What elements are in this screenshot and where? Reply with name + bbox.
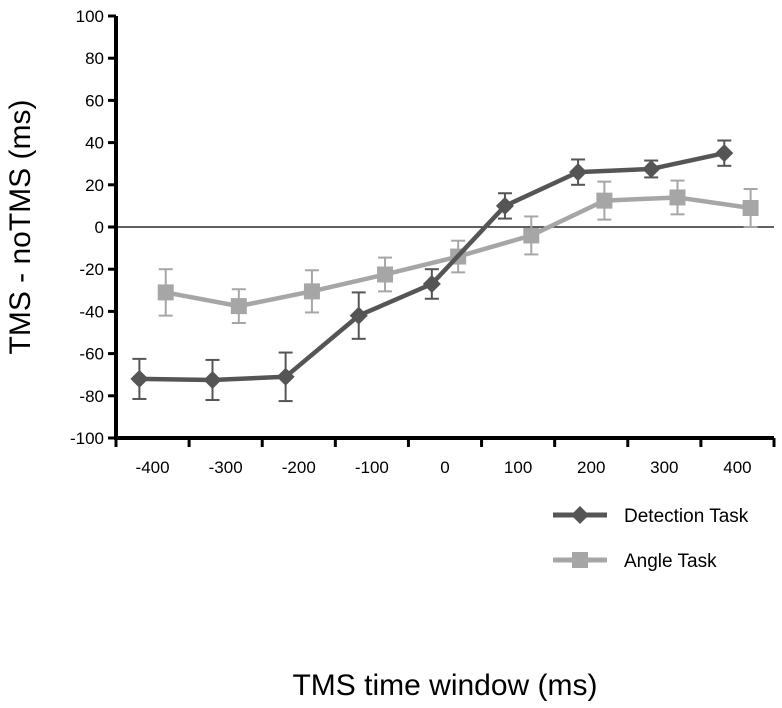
x-axis-title: TMS time window (ms)	[292, 669, 597, 702]
data-point	[377, 266, 394, 283]
data-point	[276, 367, 295, 386]
y-tick-label: 0	[95, 218, 104, 237]
x-tick-label: -300	[209, 458, 243, 477]
data-point	[495, 196, 514, 215]
data-point	[742, 200, 759, 217]
series-detection-task	[130, 139, 734, 403]
y-tick-label: -60	[79, 345, 104, 364]
x-tick-label: 100	[504, 458, 532, 477]
data-point	[203, 370, 222, 389]
series-angle-task	[157, 179, 759, 325]
legend-item: Detection Task	[553, 506, 749, 527]
legend-marker	[571, 506, 589, 524]
y-axis-title: TMS - noTMS (ms)	[4, 100, 37, 355]
y-tick-label: 60	[85, 91, 104, 110]
y-tick-label: -80	[79, 387, 104, 406]
data-point	[669, 189, 686, 206]
y-tick-label: 100	[76, 7, 104, 26]
data-point	[157, 284, 174, 301]
series-layer	[130, 139, 759, 403]
x-tick-label: -400	[136, 458, 170, 477]
legend: Detection Task Angle Task	[553, 506, 749, 572]
x-tick-label: -200	[282, 458, 316, 477]
x-tick-label: 300	[650, 458, 678, 477]
data-point	[642, 159, 661, 178]
data-point	[715, 144, 734, 163]
data-point	[303, 283, 320, 300]
data-point	[523, 227, 540, 244]
y-tick-label: 40	[85, 134, 104, 153]
x-tick-label: 200	[577, 458, 605, 477]
x-tick-label: 400	[723, 458, 751, 477]
y-tick-label: -20	[79, 260, 104, 279]
legend-marker	[572, 552, 588, 568]
y-tick-label: -40	[79, 302, 104, 321]
series-line	[139, 150, 725, 383]
y-tick-label: -100	[70, 429, 104, 448]
data-point	[130, 369, 149, 388]
y-tick-label: 20	[85, 176, 104, 195]
legend-item: Angle Task	[553, 551, 717, 572]
legend-label: Angle Task	[624, 551, 717, 572]
x-tick-label: -100	[355, 458, 389, 477]
data-point	[596, 192, 613, 209]
x-tick-label: 0	[440, 458, 449, 477]
data-point	[230, 298, 247, 315]
y-tick-label: 80	[85, 49, 104, 68]
data-point	[422, 274, 441, 293]
data-point	[569, 163, 588, 182]
data-point	[349, 306, 368, 325]
legend-label: Detection Task	[624, 506, 749, 527]
